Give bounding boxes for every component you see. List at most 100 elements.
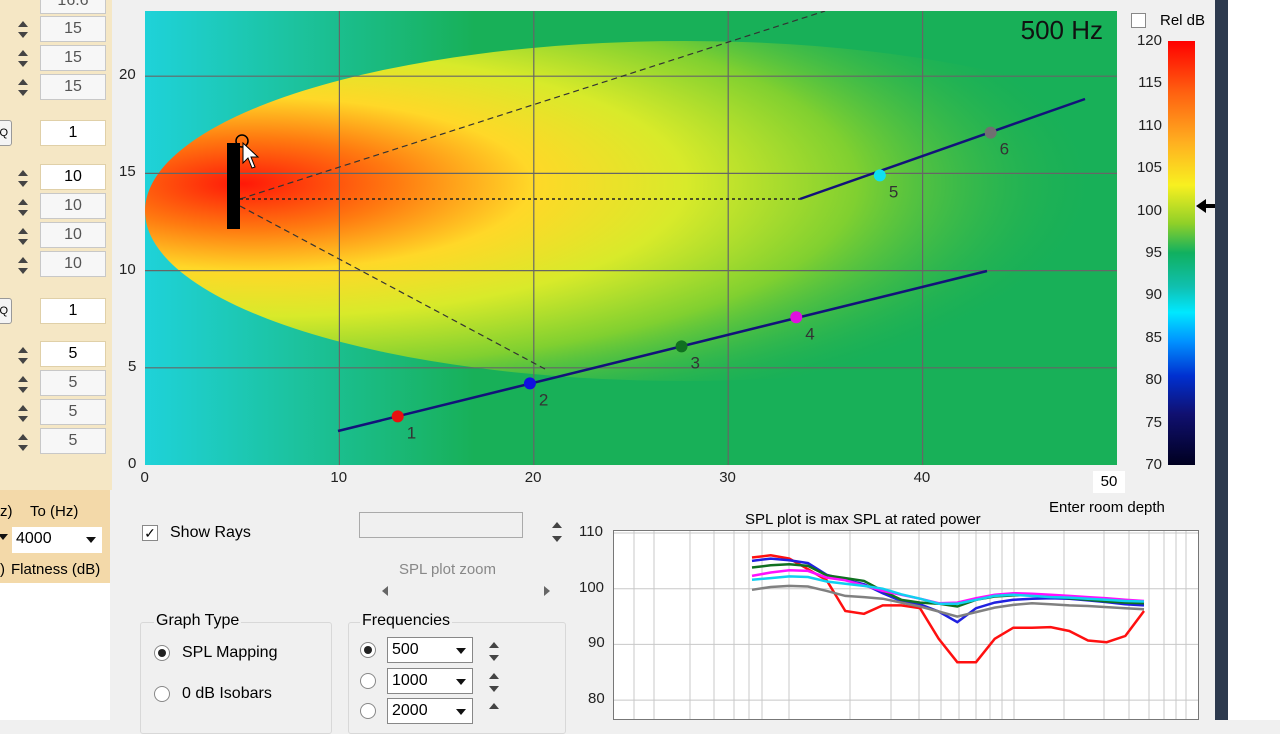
spl-mapping-radio[interactable] <box>154 645 170 661</box>
ray-lines <box>239 11 826 370</box>
value-box-g2-3[interactable]: 10 <box>40 222 106 248</box>
value-box-g3-1[interactable]: 5 <box>40 341 106 367</box>
spin-arrows[interactable] <box>10 46 38 72</box>
listening-point-6[interactable] <box>984 126 997 139</box>
freq-radio-3[interactable] <box>360 703 376 719</box>
to-hz-label: To (Hz) <box>30 503 79 520</box>
value-box-g2-2[interactable]: 10 <box>40 193 106 219</box>
listening-point-3[interactable] <box>675 340 688 353</box>
listening-point-4[interactable] <box>790 311 803 324</box>
value-box-g1-3[interactable]: 15 <box>40 74 106 100</box>
spl-zoom-textbox[interactable] <box>359 512 523 538</box>
filter-header: z) To (Hz) 4000 ) Flatness (dB) <box>0 490 110 583</box>
chevron-down-icon[interactable] <box>0 534 8 542</box>
point-label-3: 3 <box>691 353 700 372</box>
freq-up-arrow-icon[interactable] <box>488 671 500 681</box>
to-hz-prefix: z) <box>0 503 13 520</box>
q-value-1[interactable]: 1 <box>40 120 106 146</box>
freq-up-arrow-icon[interactable] <box>488 640 500 650</box>
y-tick-label: 5 <box>128 357 137 375</box>
spin-arrows[interactable] <box>10 401 38 427</box>
left-control-strip: 16.6 15 15 15 Q 1 10 10 10 10 Q 1 5 5 5 … <box>0 0 112 490</box>
spin-arrows[interactable] <box>10 17 38 43</box>
x-tick-label: 20 <box>524 469 542 486</box>
freq-select-1[interactable]: 500 <box>387 637 473 663</box>
colorbar-tick-label: 120 <box>1136 32 1162 49</box>
value-box-g2-1[interactable]: 10 <box>40 164 106 190</box>
listening-point-5[interactable] <box>873 169 886 182</box>
freq-down-arrow-icon[interactable] <box>488 684 500 694</box>
spin-arrows[interactable] <box>10 430 38 456</box>
point-label-4: 4 <box>805 324 814 343</box>
chevron-down-icon <box>86 537 96 543</box>
spin-arrows[interactable] <box>10 195 38 221</box>
zoom-down-arrow-icon[interactable] <box>551 534 563 544</box>
q-button-2[interactable]: Q <box>0 298 12 324</box>
value-box-g1-1[interactable]: 15 <box>40 16 106 42</box>
spl-series-5 <box>751 575 1145 605</box>
freq-value: 500 <box>392 641 419 658</box>
y-tick-label: 10 <box>119 260 136 278</box>
value-box-g3-3[interactable]: 5 <box>40 399 106 425</box>
colorbar-tick-label: 115 <box>1138 74 1162 92</box>
to-hz-select[interactable]: 4000 <box>12 527 102 553</box>
freq-radio-1[interactable] <box>360 642 376 658</box>
q-button-1[interactable]: Q <box>0 120 12 146</box>
show-rays-checkbox[interactable]: ✓ <box>142 525 158 541</box>
value-box-g2-4[interactable]: 10 <box>40 251 106 277</box>
spl-response-svg <box>614 531 1198 719</box>
spin-arrows[interactable] <box>10 343 38 369</box>
value-box-g3-2[interactable]: 5 <box>40 370 106 396</box>
freq-value: 2000 <box>392 702 428 719</box>
x-tick-label: 10 <box>330 469 348 486</box>
colorbar-tick-label: 95 <box>1145 244 1162 261</box>
spl-y-tick-label: 90 <box>588 634 605 652</box>
frequencies-label: Frequencies <box>360 612 453 630</box>
freq-up-arrow-icon[interactable] <box>488 701 500 711</box>
slider-left-arrow-icon[interactable] <box>382 586 388 596</box>
speaker-handle[interactable] <box>235 134 249 148</box>
color-scale-bar <box>1168 41 1195 465</box>
spl-series-6 <box>751 584 1145 618</box>
freq-select-2[interactable]: 1000 <box>387 668 473 694</box>
point-label-2: 2 <box>539 390 548 409</box>
spin-arrows[interactable] <box>10 166 38 192</box>
freq-radio-2[interactable] <box>360 673 376 689</box>
spin-arrows[interactable] <box>10 224 38 250</box>
zoom-up-arrow-icon[interactable] <box>551 520 563 530</box>
listener-line-lower <box>337 269 988 433</box>
spin-arrows[interactable] <box>10 253 38 279</box>
isobars-radio[interactable] <box>154 686 170 702</box>
top-value-box[interactable]: 16.6 <box>40 0 106 14</box>
graph-type-group <box>140 622 332 734</box>
level-marker-arrow-icon[interactable] <box>1196 198 1218 214</box>
speaker-marker[interactable] <box>227 143 240 229</box>
freq-down-arrow-icon[interactable] <box>488 653 500 663</box>
q-value-2[interactable]: 1 <box>40 298 106 324</box>
spin-arrows[interactable] <box>10 372 38 398</box>
value-box-g3-4[interactable]: 5 <box>40 428 106 454</box>
graph-type-label: Graph Type <box>154 612 242 630</box>
colorbar-tick-label: 105 <box>1136 159 1162 177</box>
window-border <box>1215 0 1228 720</box>
mouse-cursor-icon <box>242 141 260 169</box>
spl-zoom-slider[interactable] <box>382 586 552 598</box>
rel-db-checkbox[interactable] <box>1131 13 1146 28</box>
y-tick-label: 0 <box>128 455 137 472</box>
colorbar-tick-label: 75 <box>1145 413 1162 431</box>
value-box-g1-2[interactable]: 15 <box>40 45 106 71</box>
chevron-down-icon <box>456 679 466 685</box>
freq-select-3[interactable]: 2000 <box>387 698 473 724</box>
spin-arrows[interactable] <box>10 75 38 101</box>
listening-point-2[interactable] <box>523 377 536 390</box>
ray-upper <box>239 11 826 200</box>
spl-response-plot <box>613 530 1199 720</box>
point-label-6: 6 <box>1000 140 1009 159</box>
spl-map-plot[interactable]: 1 2 3 4 5 6 500 Hz <box>145 11 1117 465</box>
slider-right-arrow-icon[interactable] <box>544 586 550 596</box>
room-depth-input[interactable]: 50 <box>1093 471 1125 493</box>
flatness-label: Flatness (dB) <box>11 561 101 578</box>
listening-point-1[interactable] <box>391 410 404 423</box>
point-label-5: 5 <box>889 182 898 201</box>
chevron-down-icon <box>456 648 466 654</box>
